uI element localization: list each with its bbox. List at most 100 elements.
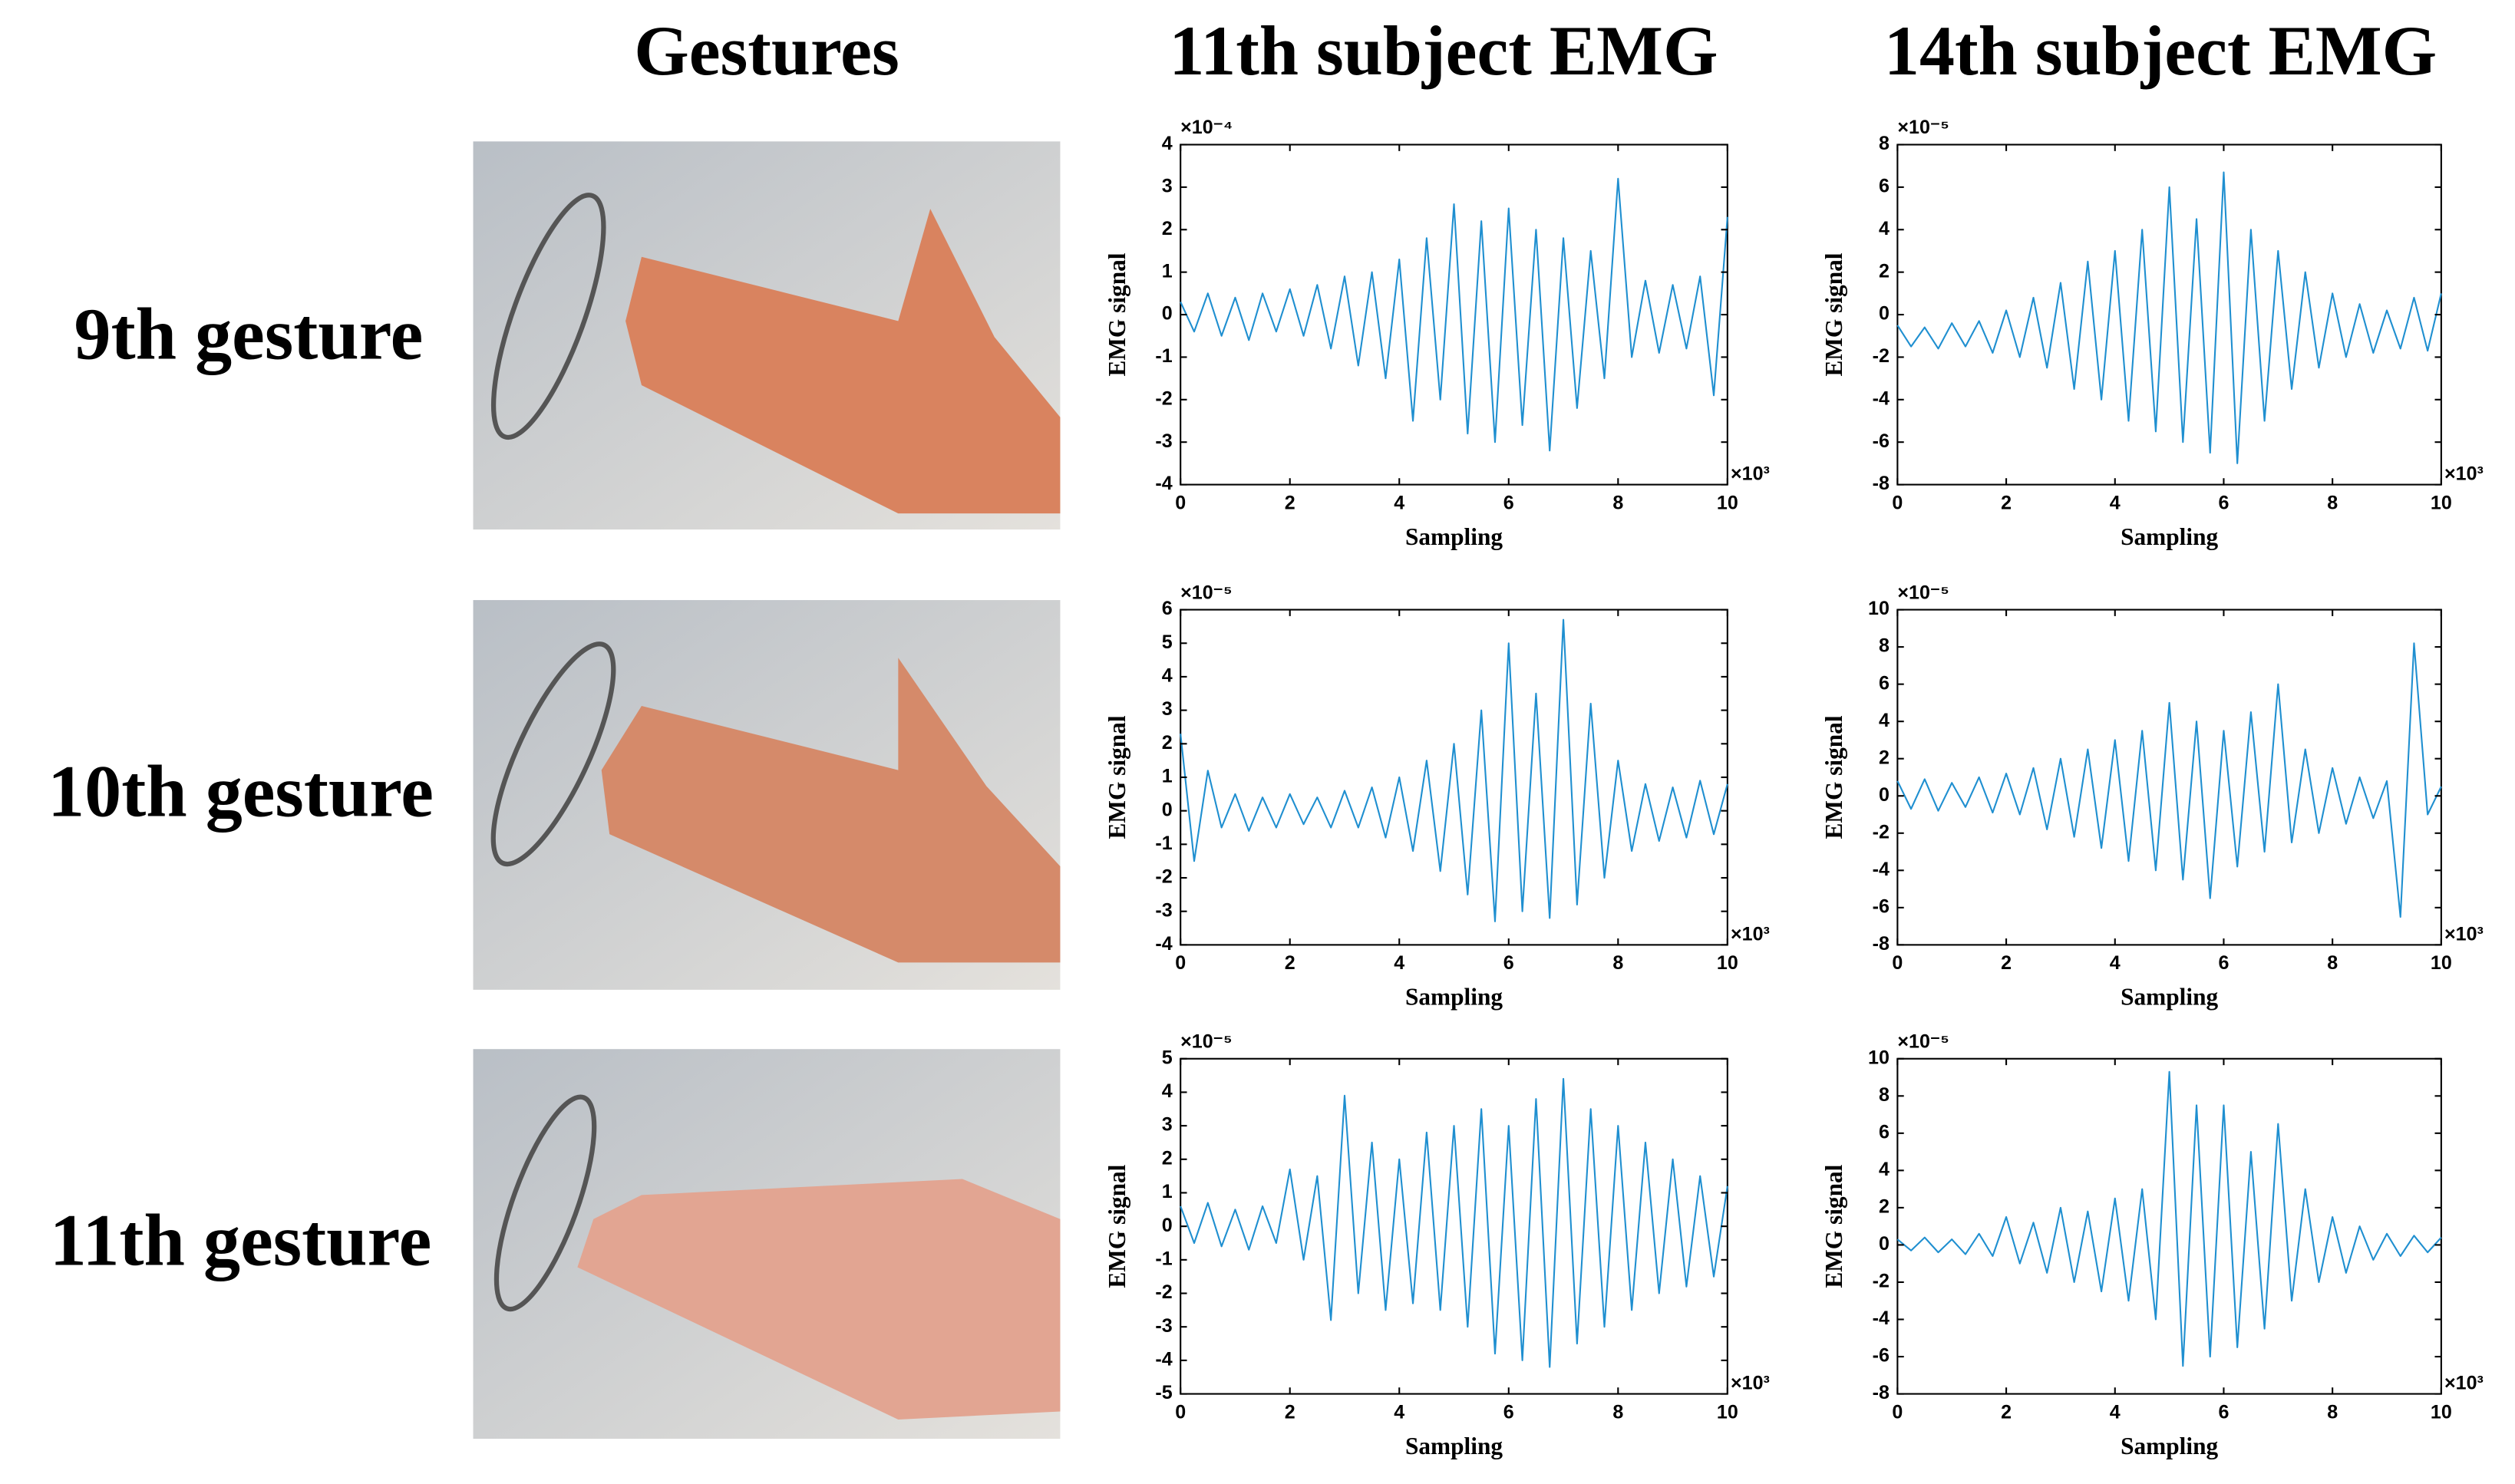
y-tick-label: 1 [1162,766,1173,787]
y-tick-label: -4 [1873,387,1890,409]
x-tick-label: 8 [2327,492,2338,513]
y-axis-label: EMG signal [1104,1164,1130,1288]
x-tick-label: 0 [1175,492,1186,513]
x-axis-label: Sampling [2121,1433,2218,1459]
x-tick-label: 6 [1503,952,1514,974]
signal-line [1896,171,2442,464]
y-tick-label: 1 [1162,1181,1173,1202]
y-tick-label: 6 [1879,176,1890,197]
y-tick-label: -3 [1155,1315,1172,1337]
plot-area [1896,1057,2442,1395]
x-exponent: ×10³ [2444,463,2484,485]
y-tick-label: 3 [1162,176,1173,197]
x-tick-label: 4 [1394,952,1404,974]
gesture-photo [473,1049,1061,1439]
x-tick-label: 2 [2001,1401,2012,1423]
x-tick-label: 2 [1285,492,1295,513]
y-tick-label: 2 [1162,1147,1173,1169]
y-tick-label: -4 [1155,933,1172,955]
plot-area [1180,143,1728,486]
x-tick-label: 0 [1892,1401,1903,1423]
x-tick-label: 6 [1503,492,1514,513]
y-tick-label: -6 [1873,430,1890,452]
x-exponent: ×10³ [2444,923,2484,945]
x-axis-label: Sampling [2121,984,2218,1011]
x-tick-label: 4 [1394,492,1404,513]
y-exponent: ×10⁻⁴ [1180,117,1233,138]
y-tick-label: 10 [1868,1047,1890,1068]
signal-line [1180,1077,1728,1368]
y-tick-label: 4 [1162,133,1173,154]
y-tick-label: 0 [1162,1215,1173,1236]
x-tick-label: 0 [1175,1401,1186,1423]
x-tick-label: 6 [2218,1401,2229,1423]
y-tick-label: -2 [1873,821,1890,843]
y-axis-label: EMG signal [1104,252,1130,376]
y-tick-label: 0 [1879,303,1890,325]
y-tick-label: 4 [1162,665,1173,687]
y-tick-label: -8 [1873,473,1890,494]
y-tick-label: 1 [1162,260,1173,282]
y-tick-label: 8 [1879,635,1890,657]
x-axis-label: Sampling [1405,1433,1503,1459]
x-exponent: ×10³ [1731,463,1770,485]
y-tick-label: 8 [1879,1084,1890,1106]
x-tick-label: 8 [1612,1401,1623,1423]
x-axis-label: Sampling [1405,523,1503,550]
y-tick-label: -3 [1155,430,1172,452]
x-tick-label: 10 [2431,1401,2452,1423]
x-tick-label: 6 [1503,1401,1514,1423]
plot-area [1180,1057,1728,1395]
y-tick-label: 3 [1162,698,1173,720]
y-tick-label: -4 [1873,1308,1890,1329]
x-axis-label: Sampling [1405,984,1503,1011]
y-tick-label: 0 [1879,784,1890,806]
y-tick-label: -1 [1155,833,1172,854]
y-axis-label: EMG signal [1820,715,1847,839]
y-tick-label: -4 [1873,859,1890,880]
x-tick-label: 8 [2327,952,2338,974]
y-tick-label: -6 [1873,1345,1890,1367]
x-tick-label: 0 [1892,492,1903,513]
row-label: 10th gesture [48,750,434,832]
y-tick-label: 6 [1879,1121,1890,1143]
x-tick-label: 4 [1394,1401,1404,1423]
y-tick-label: 3 [1162,1114,1173,1136]
signal-line [1896,642,2442,918]
y-tick-label: -2 [1155,387,1172,409]
y-tick-label: 4 [1879,710,1890,731]
signal-line [1180,618,1728,922]
y-tick-label: -6 [1873,895,1890,917]
y-tick-label: 2 [1879,1196,1890,1218]
y-axis-label: EMG signal [1820,1164,1847,1288]
x-tick-label: 2 [1285,952,1295,974]
y-tick-label: 4 [1879,1159,1890,1180]
x-tick-label: 4 [2110,1401,2121,1423]
x-tick-label: 4 [2110,492,2121,513]
gesture-photo [473,600,1061,990]
y-tick-label: 5 [1162,1047,1173,1068]
x-tick-label: 4 [2110,952,2121,974]
y-tick-label: 2 [1879,260,1890,282]
y-tick-label: -8 [1873,1382,1890,1403]
x-tick-label: 2 [2001,492,2012,513]
x-tick-label: 0 [1175,952,1186,974]
y-tick-label: -8 [1873,933,1890,955]
y-tick-label: -2 [1155,866,1172,888]
y-tick-label: 5 [1162,632,1173,653]
row-label: 9th gesture [74,293,424,375]
x-tick-label: 2 [2001,952,2012,974]
x-exponent: ×10³ [2444,1373,2484,1394]
signal-line [1896,1070,2442,1367]
x-axis-label: Sampling [2121,523,2218,550]
y-tick-label: 4 [1879,218,1890,239]
y-tick-label: -1 [1155,1248,1172,1269]
plot-area [1180,608,1728,946]
plot-area [1896,608,2442,946]
y-tick-label: -5 [1155,1382,1172,1403]
y-tick-label: -4 [1155,473,1172,494]
y-exponent: ×10⁻⁵ [1897,117,1949,138]
column-header: Gestures [634,12,899,90]
y-tick-label: 0 [1162,799,1173,820]
y-tick-label: 8 [1879,133,1890,154]
